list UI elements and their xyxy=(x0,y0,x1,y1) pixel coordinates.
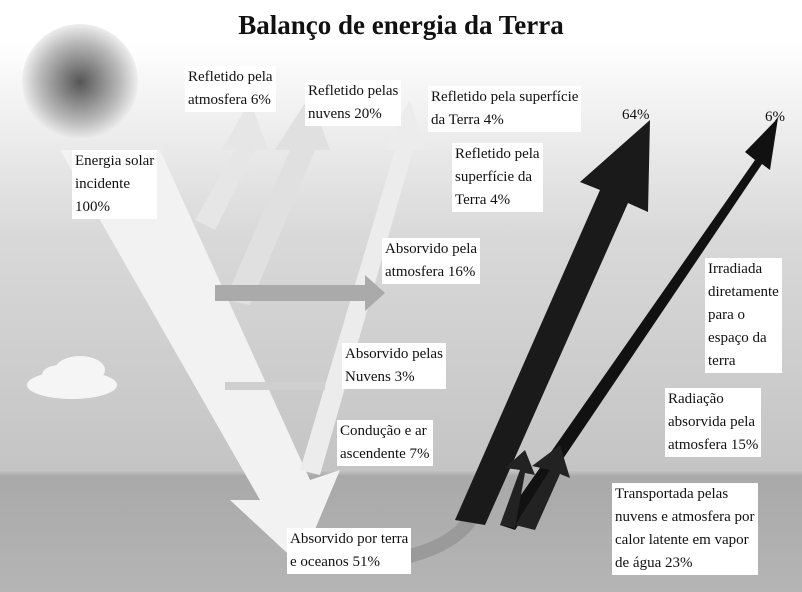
label: Refletido pela superfície da Terra 4% xyxy=(452,143,543,212)
label: Energia solar incidente 100% xyxy=(72,150,158,219)
conduction-arrow xyxy=(500,450,535,528)
label-line: calor latente em vapor xyxy=(615,532,749,548)
absorbed-atmosphere-band xyxy=(215,285,365,301)
label-line: terra xyxy=(708,353,736,369)
label-line: espaço da xyxy=(708,330,767,346)
reflected-clouds-arrow xyxy=(225,95,330,305)
label: Absorvido por terra e oceanos 51% xyxy=(287,528,412,574)
label-line: Transportada pelas xyxy=(615,486,729,502)
label-line: atmosfera 6% xyxy=(188,92,271,108)
label-line: Refletido pela superfície xyxy=(431,89,579,105)
label: Refletido pela superfície da Terra 4% xyxy=(428,86,582,132)
label-line: Irradiada xyxy=(708,261,763,277)
label-line: Energia solar xyxy=(75,153,155,169)
label-line: atmosfera 16% xyxy=(385,264,476,280)
label-line: absorvida pela xyxy=(668,414,756,430)
label: Absorvido pela atmosfera 16% xyxy=(382,238,481,284)
latent-arrow xyxy=(515,445,570,530)
label-line: Absorvido pela xyxy=(385,241,478,257)
label: Refletido pela atmosfera 6% xyxy=(185,66,276,112)
label-line: atmosfera 15% xyxy=(668,437,759,453)
label-line: nuvens e atmosfera por xyxy=(615,509,755,525)
reflected-atmosphere-arrow xyxy=(195,100,268,230)
label: Refletido pelas nuvens 20% xyxy=(305,80,402,126)
title: Balanço de energia da Terra xyxy=(238,10,564,40)
label-line: nuvens 20% xyxy=(308,106,382,122)
label-line: superfície da xyxy=(455,169,533,185)
absorbed-clouds-band xyxy=(225,382,325,390)
label-line: diretamente xyxy=(708,284,779,300)
label-line: Refletido pela xyxy=(455,146,540,162)
label: 6% xyxy=(765,106,785,129)
label-line: Refletido pela xyxy=(188,69,273,85)
label-line: para o xyxy=(708,307,746,323)
label-line: Refletido pelas xyxy=(308,83,399,99)
incoming-arrow xyxy=(60,150,340,565)
label-line: 6% xyxy=(765,109,785,125)
label-line: 64% xyxy=(622,107,650,123)
absorbed-atmosphere-head xyxy=(365,275,385,311)
label: Irradiada diretamente para o espaço da terra xyxy=(705,258,782,373)
label-line: Absorvido por terra xyxy=(290,531,409,547)
emitted-arrow-6 xyxy=(500,118,778,530)
label-line: Nuvens 3% xyxy=(345,369,415,385)
label-line: de água 23% xyxy=(615,555,693,571)
label: Transportada pelas nuvens e atmosfera por… xyxy=(612,483,758,575)
label-line: 100% xyxy=(75,199,110,215)
label-line: Absorvido pelas xyxy=(345,346,443,362)
label-line: Condução e ar xyxy=(340,423,427,439)
label: Radiação absorvida pela atmosfera 15% xyxy=(665,388,762,457)
label-line: da Terra 4% xyxy=(431,112,504,128)
emitted-arrow-64 xyxy=(455,120,650,525)
label: Absorvido pelas Nuvens 3% xyxy=(342,343,446,389)
label: Condução e ar ascendente 7% xyxy=(337,420,433,466)
label: 64% xyxy=(622,104,650,127)
sun xyxy=(22,24,138,140)
label-line: Terra 4% xyxy=(455,192,511,208)
label-line: e oceanos 51% xyxy=(290,554,380,570)
cloud xyxy=(27,356,117,399)
label-line: incidente xyxy=(75,176,130,192)
label-line: ascendente 7% xyxy=(340,446,430,462)
label-line: Radiação xyxy=(668,391,724,407)
